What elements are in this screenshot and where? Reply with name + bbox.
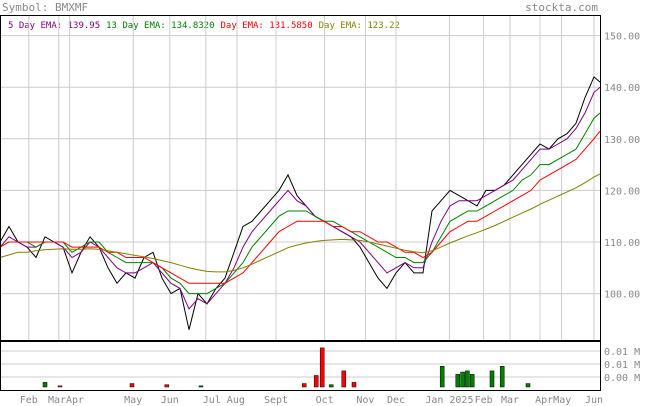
series-line-1 [0, 86, 601, 310]
volume-bar-10 [351, 382, 357, 388]
x-tick-label-10: Feb [475, 395, 493, 406]
volume-bar-18 [525, 383, 531, 388]
site-label: stockta.com [525, 1, 598, 14]
x-tick-label-5: Sept [264, 395, 288, 406]
legend-entry-1: 13 Day EMA: 134.8320 [106, 21, 214, 31]
volume-bar-16 [489, 370, 495, 388]
series-line-3 [0, 130, 601, 284]
volume-frame [0, 341, 601, 391]
symbol-label: Symbol: BMXMF [2, 1, 88, 14]
y-tick-label-5: 150.00 [604, 32, 640, 43]
volume-bar-4 [198, 385, 204, 388]
vol-tick-label-1: 0.01 M [604, 360, 640, 371]
x-tick-label-6: Oct [316, 395, 334, 406]
x-tick-label-4: Jul Aug [203, 395, 245, 406]
x-tick-label-7: Nov [356, 395, 374, 406]
volume-bar-7 [319, 347, 325, 388]
y-tick-label-2: 120.00 [604, 186, 640, 197]
y-tick-label-3: 130.00 [604, 135, 640, 146]
volume-bar-13 [460, 371, 465, 388]
volume-bar-11 [439, 366, 445, 388]
x-tick-label-13: Jun [585, 395, 603, 406]
price-panel: 100.00 110.00 120.00 130.00 140.00 150.00 [0, 15, 640, 341]
volume-bar-3 [164, 384, 170, 388]
x-tick-label-0: Feb [20, 395, 38, 406]
x-tick-label-3: Jun [161, 395, 179, 406]
x-tick-label-2: May [124, 395, 142, 406]
price-frame [0, 15, 601, 341]
legend-entry-0: 5 Day EMA: 139.95 [8, 21, 100, 31]
volume-bar-0 [42, 382, 48, 388]
vol-tick-label-0: 0.01 M [604, 347, 640, 358]
volume-bar-12 [455, 374, 461, 388]
y-tick-label-4: 140.00 [604, 83, 640, 94]
volume-bar-8 [328, 384, 334, 388]
volume-bar-2 [129, 383, 135, 388]
volume-bar-15 [469, 374, 475, 388]
volume-panel: 0.01 M 0.01 M 0.00 M [0, 341, 640, 391]
x-tick-label-8: Dec [387, 395, 405, 406]
series-line-2 [0, 112, 601, 295]
x-tick-label-1: MarApr [48, 395, 84, 406]
volume-bar-14 [465, 370, 470, 388]
x-tick-label-9: Jan 2025 [425, 395, 473, 406]
volume-bar-17 [499, 366, 505, 388]
y-tick-label-0: 100.00 [604, 290, 640, 301]
volume-bar-9 [341, 370, 347, 388]
series-line-4 [0, 173, 601, 273]
x-tick-label-12: AprMay [535, 395, 571, 406]
x-tick-label-11: Mar [501, 395, 519, 406]
legend: 5 Day EMA: 139.95 13 Day EMA: 134.8320 Day… [8, 21, 400, 31]
volume-bar-6 [313, 375, 319, 388]
volume-bar-1 [57, 385, 63, 388]
volume-bar-5 [301, 383, 307, 388]
vol-tick-label-2: 0.00 M [604, 373, 640, 384]
legend-entry-3: Day EMA: 123.22 [319, 21, 400, 31]
x-axis: Feb MarApr May Jun Jul Aug Sept Oct Nov Dec Jan 2… [20, 395, 603, 406]
legend-entry-2: Day EMA: 131.5850 [221, 21, 313, 31]
y-tick-label-1: 110.00 [604, 238, 640, 249]
